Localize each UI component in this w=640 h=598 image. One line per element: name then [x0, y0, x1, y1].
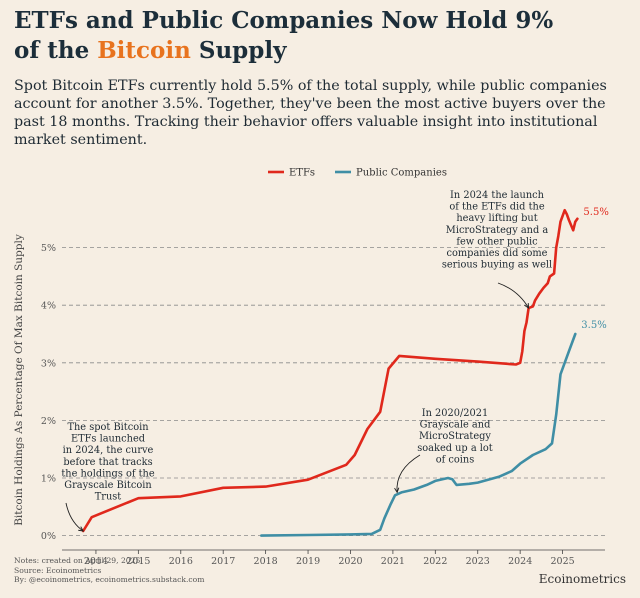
x-tick-label: 2016 — [169, 556, 193, 567]
x-tick-label: 2025 — [550, 556, 574, 567]
footer-source-line: Source: Ecoinometrics — [14, 565, 102, 575]
annotation-text: Grayscale and — [420, 420, 491, 431]
y-tick-label: 0% — [41, 531, 56, 542]
y-tick-label: 2% — [41, 416, 56, 427]
annotation-text: companies did some — [447, 248, 548, 259]
series-line-etfs — [81, 208, 579, 533]
annotation-text: of the ETFs did the — [449, 202, 544, 213]
grid-lines — [62, 247, 605, 536]
x-tick-label: 2014 — [84, 556, 108, 567]
y-tick-label: 4% — [41, 301, 56, 312]
annotation-text: The spot Bitcoin — [67, 422, 149, 433]
x-tick-label: 2019 — [296, 556, 320, 567]
x-tick-label: 2018 — [254, 556, 278, 567]
x-tick-label: 2022 — [423, 556, 447, 567]
title-highlight: Bitcoin — [97, 37, 191, 64]
series-line-public-companies — [260, 332, 577, 537]
x-tick-label: 2023 — [466, 556, 490, 567]
title-line-2-post: Supply — [190, 37, 287, 64]
annotation-arrowhead — [78, 526, 85, 532]
x-tick-label: 2021 — [381, 556, 405, 567]
x-tick-label: 2024 — [508, 556, 532, 567]
y-tick-label: 1% — [41, 474, 56, 485]
annotation-text: soaked up a lot — [417, 443, 493, 454]
annotation-text: In 2024 the launch — [450, 190, 545, 201]
annotation-arrow — [65, 502, 84, 532]
annotation-text: of coins — [436, 454, 475, 465]
annotation-text: serious buying as well — [442, 260, 552, 271]
annotation-text: MicroStrategy — [419, 431, 491, 442]
y-tick-label: 3% — [41, 358, 56, 369]
axes: 0% 1% 2% 3% 4% 5% 2014 2015 2016 2017 2018 2019 2020… — [13, 234, 605, 567]
footer-notes-line: Notes: created on April 29, 2025 — [14, 556, 141, 565]
series-end-label: 5.5% — [583, 207, 608, 218]
chart-title: ETFs and Public Companies Now Hold 9% of… — [14, 6, 626, 66]
y-axis-label: Bitcoin Holdings As Percentage Of Max Bi… — [13, 234, 25, 526]
annotation-arrowhead — [524, 303, 530, 309]
annotation-text: the holdings of the — [61, 468, 155, 479]
annotation-text: few other public — [456, 236, 538, 247]
annotation-text: Trust — [95, 492, 122, 503]
annotation-text: MicroStrategy and a — [446, 225, 549, 236]
annotation-text: before that tracks — [63, 457, 152, 468]
title-line-2: of the Bitcoin Supply — [14, 36, 626, 66]
legend-label: ETFs — [289, 168, 315, 179]
brand-logo-text: Ecoinometrics — [538, 572, 626, 586]
footer-notes: Notes: created on April 29, 2025 Source:… — [14, 556, 204, 585]
footer-by-line: By: @ecoinometrics, ecoinometrics.substa… — [14, 575, 205, 584]
x-tick-label: 2020 — [338, 556, 362, 567]
annotation-text: ETFs launched — [71, 434, 145, 445]
series-layer: 5.5% 3.5% — [81, 207, 609, 537]
annotation-arrowhead — [394, 487, 400, 494]
legend-label: Public Companies — [356, 168, 447, 179]
annotation-text: heavy lifting but — [456, 213, 537, 224]
annotation-text: In 2020/2021 — [422, 408, 488, 419]
x-tick-label: 2017 — [211, 556, 235, 567]
chart-subtitle: Spot Bitcoin ETFs currently hold 5.5% of… — [14, 78, 607, 148]
legend: ETFs Public Companies — [268, 168, 447, 179]
series-end-label: 3.5% — [581, 320, 606, 331]
y-tick-label: 5% — [41, 243, 56, 254]
annotation-text: Grayscale Bitcoin — [64, 480, 152, 491]
title-line-1: ETFs and Public Companies Now Hold 9% — [14, 7, 554, 34]
x-tick-label: 2015 — [126, 556, 150, 567]
title-line-2-pre: of the — [14, 37, 98, 64]
annotation-text: in 2024, the curve — [63, 445, 154, 456]
annotation-arrow — [497, 282, 530, 309]
annotation-arrow — [396, 454, 421, 493]
